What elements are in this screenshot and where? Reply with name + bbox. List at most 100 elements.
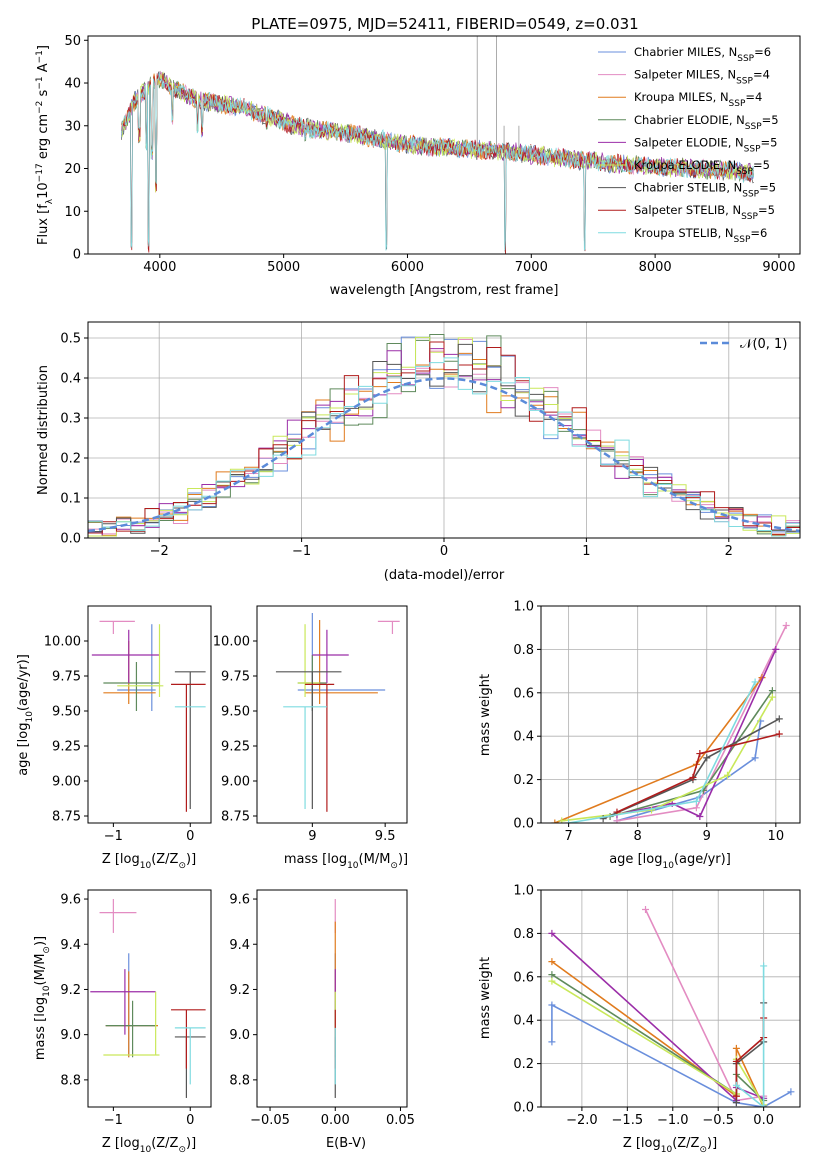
- series-marker: [692, 797, 700, 805]
- series-line-2: [551, 960, 765, 1107]
- histogram-series-8: [88, 357, 800, 538]
- y-tick-label: 0: [73, 248, 81, 263]
- x-tick-label: 0: [186, 1113, 194, 1128]
- x-axis-label: Z [log10(Z/Z⊙)]: [102, 852, 196, 871]
- normal-curve: [88, 377, 800, 533]
- y-tick-label: 20: [64, 162, 81, 177]
- y-tick-label: 0.4: [513, 1014, 534, 1029]
- x-tick-label: 10: [768, 829, 785, 844]
- x-tick-label: −1.5: [612, 1113, 644, 1128]
- point-2: [103, 641, 156, 704]
- y-tick-label: 0.0: [60, 532, 81, 547]
- x-axis-label: age [log10(age/yr)]: [609, 852, 731, 871]
- y-tick-label: 0.6: [513, 970, 534, 985]
- y-tick-label: 9.50: [52, 705, 81, 720]
- series-marker: [751, 754, 759, 762]
- x-tick-label: 0: [440, 544, 448, 559]
- legend-entry: Chabrier ELODIE, NSSP=5: [634, 113, 779, 132]
- y-tick-label: 1.0: [513, 884, 534, 899]
- y-tick-label: 9.0: [60, 1028, 81, 1043]
- point-4: [312, 629, 349, 683]
- series-marker: [760, 1103, 768, 1107]
- axes-frame: [256, 889, 408, 1108]
- chart-title: PLATE=0975, MJD=52411, FIBERID=0549, z=0…: [251, 15, 638, 33]
- y-axis-label: mass [log10(M/M⊙)]: [33, 936, 52, 1060]
- series-marker: [782, 622, 790, 630]
- y-axis-label: mass weight: [478, 957, 493, 1039]
- point-0: [297, 613, 386, 711]
- y-tick-label: 9.25: [52, 740, 81, 755]
- axes-frame: [87, 605, 212, 824]
- y-tick-label: 40: [64, 77, 81, 92]
- y-axis-label: Normed distribution: [36, 365, 51, 495]
- x-tick-label: −0.5: [702, 1113, 734, 1128]
- y-axis-label: Flux [fλ10−17 erg cm−2 s−1 A−1]: [35, 45, 55, 245]
- x-axis-label: (data-model)/error: [384, 568, 505, 583]
- point-7: [171, 683, 206, 812]
- y-tick-label: 8.8: [229, 1073, 250, 1088]
- point-4: [90, 969, 156, 1035]
- x-tick-label: −2.0: [566, 1113, 598, 1128]
- y-tick-label: 0.2: [513, 1057, 534, 1072]
- y-tick-label: 9.2: [229, 983, 250, 998]
- y-tick-label: 9.75: [52, 670, 81, 685]
- x-axis-label: mass [log10(M/M⊙)]: [284, 852, 408, 871]
- point-5: [297, 624, 320, 697]
- y-tick-label: 9.4: [60, 938, 81, 953]
- series-marker: [548, 977, 556, 985]
- spectrum-series-8: [121, 72, 755, 251]
- point-8: [174, 1027, 206, 1085]
- series-marker: [696, 750, 704, 758]
- chart-spectrum: 4000 5000 6000 7000 8000 9000 0 10 20 30 40 50 Chabr…: [64, 34, 801, 275]
- y-tick-label: 9.00: [52, 775, 81, 790]
- series-marker: [787, 1088, 795, 1096]
- y-tick-label: 9.50: [221, 705, 250, 720]
- x-tick-label: 0.0: [753, 1113, 774, 1128]
- series-marker: [548, 1001, 556, 1009]
- series-marker: [723, 771, 731, 779]
- y-tick-label: 0.4: [60, 372, 81, 387]
- legend-entry: Chabrier MILES, NSSP=6: [634, 45, 771, 64]
- x-tick-label: 1: [582, 544, 590, 559]
- series-marker: [732, 1092, 740, 1100]
- series-marker: [689, 773, 697, 781]
- plot-area: [551, 622, 790, 823]
- series-marker: [768, 693, 776, 701]
- chart-residuals: −2 −1 0 1 2 0.0 0.1 0.2 0.3 0.4 0.5 𝒩(0, 1): [60, 321, 801, 559]
- y-tick-label: 0.4: [513, 730, 534, 745]
- y-tick-label: 10.00: [213, 635, 250, 650]
- point-6: [275, 671, 342, 809]
- series-line-7: [735, 1018, 765, 1097]
- plot-area: [275, 613, 400, 812]
- y-tick-label: 0.2: [513, 773, 534, 788]
- x-tick-label: −1.0: [657, 1113, 689, 1128]
- series-line-7: [616, 733, 780, 813]
- x-tick-label: 0.05: [386, 1113, 415, 1128]
- x-tick-label: 7: [564, 829, 572, 844]
- point-7: [305, 683, 335, 812]
- y-tick-label: 8.75: [221, 810, 250, 825]
- y-tick-label: 9.4: [229, 938, 250, 953]
- axes-frame: [540, 605, 801, 824]
- y-tick-label: 50: [64, 34, 81, 49]
- x-tick-label: 9000: [762, 260, 795, 275]
- y-tick-label: 0.1: [60, 492, 81, 507]
- x-tick-label: 9: [308, 829, 316, 844]
- y-tick-label: 0.6: [513, 686, 534, 701]
- y-tick-label: 0.8: [513, 643, 534, 658]
- plot-area: [90, 899, 206, 1098]
- y-tick-label: 1.0: [513, 600, 534, 615]
- legend-entry: Kroupa STELIB, NSSP=6: [634, 226, 767, 245]
- series-marker: [751, 678, 759, 686]
- y-tick-label: 9.00: [221, 775, 250, 790]
- plot-area: [121, 36, 755, 254]
- series-marker: [565, 819, 573, 823]
- point-2: [105, 971, 158, 1058]
- x-tick-label: 7000: [515, 260, 548, 275]
- series-marker: [768, 687, 776, 695]
- series-marker: [642, 906, 650, 914]
- x-tick-label: −1: [292, 544, 311, 559]
- y-tick-label: 9.0: [229, 1028, 250, 1043]
- legend-entry: Salpeter ELODIE, NSSP=5: [634, 135, 777, 154]
- chart-age-vs-Z: −1 0 8.75 9.00 9.25 9.50 9.75 10.00: [44, 605, 212, 844]
